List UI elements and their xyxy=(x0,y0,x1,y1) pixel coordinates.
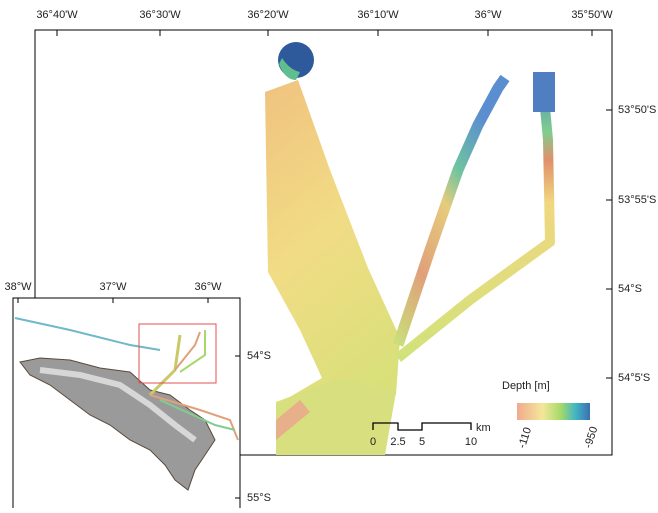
inset-map xyxy=(13,298,240,508)
longitude-label: 36°20'W xyxy=(247,9,289,21)
scale-label: 10 xyxy=(465,436,477,448)
longitude-label: 36°40'W xyxy=(36,9,78,21)
scale-label: 5 xyxy=(419,436,425,448)
inset-latitude-label: 55°S xyxy=(247,492,271,504)
map-figure: Depth [m] -110 -950 0 2.5 5 10 km 36°40'… xyxy=(0,0,658,508)
scale-label: 0 xyxy=(370,436,376,448)
scale-unit: km xyxy=(476,422,491,434)
scale-label: 2.5 xyxy=(390,436,405,448)
latitude-label: 54°S xyxy=(618,283,642,295)
inset-longitude-label: 37°W xyxy=(99,281,127,293)
longitude-label: 36°10'W xyxy=(357,9,399,21)
longitude-label: 36°W xyxy=(474,9,502,21)
latitude-label: 53°50'S xyxy=(618,104,656,116)
legend-title: Depth [m] xyxy=(502,380,550,392)
latitude-label: 53°55'S xyxy=(618,194,656,206)
inset-longitude-label: 38°W xyxy=(4,281,32,293)
longitude-label: 35°50'W xyxy=(571,9,613,21)
latitude-label: 54°5'S xyxy=(618,372,650,384)
inset-longitude-label: 36°W xyxy=(194,281,222,293)
inset-latitude-label: 54°S xyxy=(247,350,271,362)
longitude-label: 36°30'W xyxy=(139,9,181,21)
legend-colorbar xyxy=(517,403,590,420)
